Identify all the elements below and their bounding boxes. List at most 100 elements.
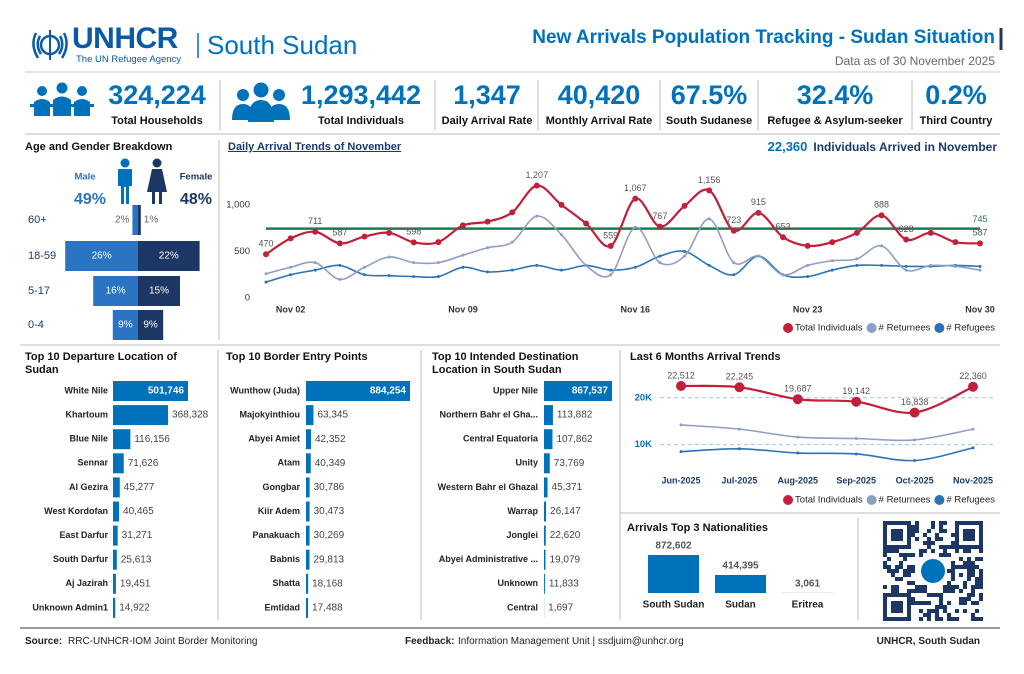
qr-module [939,617,943,621]
point [583,220,590,227]
point [609,268,613,272]
bar [648,555,699,593]
qr-module [963,529,967,533]
qr-module [919,585,923,589]
point [313,268,317,272]
qr-module [899,605,903,609]
data-label: 45,371 [552,482,583,493]
data-label: 598 [406,227,421,237]
qr-module [891,601,895,605]
kpi-label: Third Country [919,115,993,127]
data-label: 18,168 [312,578,343,589]
qr-module [935,605,939,609]
point [952,239,959,246]
category-label: Warrap [507,506,538,516]
data-label: 915 [751,197,766,207]
bar [306,597,309,618]
point [953,264,957,268]
qr-module [975,617,979,621]
households-icon-part [37,86,47,96]
qr-module [923,549,927,553]
category-label: Wunthow (Juda) [230,385,300,395]
qr-module [923,585,927,589]
qr-module [911,569,915,573]
legend-swatch [934,495,945,505]
data-label: 63,345 [317,410,348,421]
qr-module [907,609,911,613]
qr-module [967,521,971,525]
qr-module [975,521,979,525]
qr-module [895,585,899,589]
data-label: 368,328 [172,410,209,421]
point [913,459,917,463]
point [737,427,741,431]
qr-module [943,609,947,613]
data-label: 45,277 [124,482,155,493]
qr-module [979,521,983,525]
qr-module [887,569,891,573]
qr-module [939,537,943,541]
qr-module [887,549,891,553]
point [486,270,490,274]
qr-module [951,565,955,569]
footer-feedback-label: Feedback: [405,636,455,647]
qr-module [955,525,959,529]
data-label: 9% [143,320,158,331]
qr-module [887,545,891,549]
point [732,273,736,277]
category-label: 60+ [28,214,47,226]
qr-module [967,577,971,581]
qr-module [903,617,907,621]
category-label: 18-59 [28,250,56,262]
bar [544,477,548,498]
qr-module [979,617,983,621]
qr-module [931,521,935,525]
data-label: 30,786 [314,482,345,493]
data-label: 30,269 [314,530,345,541]
qr-module [979,569,983,573]
qr-module [891,585,895,589]
point [968,381,978,392]
qr-module [955,545,959,549]
bar [544,429,553,450]
qr-module [891,529,895,533]
data-label: 16,838 [901,397,929,407]
households-icon [30,82,94,116]
qr-module [971,585,975,589]
bar [138,241,200,271]
bar [306,477,310,498]
qr-module [883,529,887,533]
point [386,229,393,236]
data-label: 26% [92,251,112,262]
data-label: 29,813 [314,554,345,565]
group-total: 49% [74,191,106,208]
bar [715,574,766,593]
qr-module [951,533,955,537]
category-label: Central Equatoria [463,434,539,444]
qr-module [979,537,983,541]
bar [113,429,131,450]
footer-feedback: Information Management Unit | ssdjuim@un… [458,636,684,647]
qr-module [963,521,967,525]
qr-module [887,521,891,525]
legend-label: Male [74,172,95,183]
bar [306,549,310,570]
qr-module [891,521,895,525]
qr-module [935,609,939,613]
qr-module [963,537,967,541]
qr-module [907,581,911,585]
qr-module [939,525,943,529]
qr-module [947,545,951,549]
female-icon-part [147,169,167,204]
point [412,261,416,265]
point [509,209,516,216]
qr-module [967,549,971,553]
panel-title: Top 10 Departure Location of Sudan [25,351,177,376]
x-tick-label: Aug-2025 [778,475,819,485]
line [680,447,974,462]
individuals-icon-part [273,89,285,101]
point [730,227,737,234]
qr-module [899,609,903,613]
unhcr-logo-emblem [32,30,68,60]
qr-module [891,545,895,549]
